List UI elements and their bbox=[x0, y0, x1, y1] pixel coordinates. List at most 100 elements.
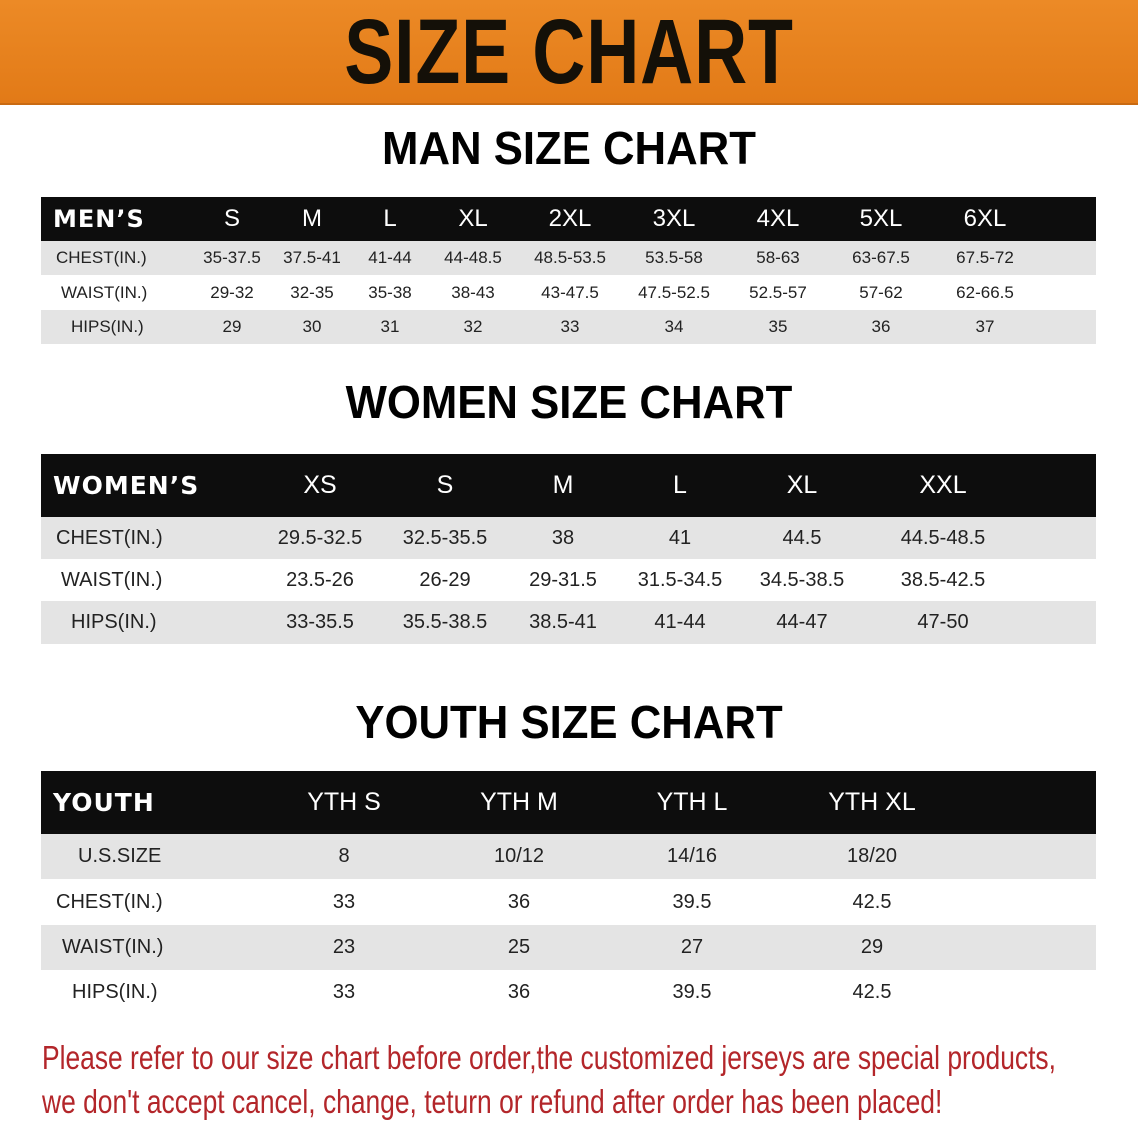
measurement-label: HIPS(IN.) bbox=[72, 981, 158, 1003]
size-header-cell: L bbox=[383, 205, 397, 232]
size-header-cell: 2XL bbox=[548, 205, 592, 232]
size-header-cell: 6XL bbox=[963, 205, 1007, 232]
measurement-label: HIPS(IN.) bbox=[71, 611, 157, 633]
size-header-cell: 5XL bbox=[859, 205, 903, 232]
measurement-label: WAIST(IN.) bbox=[62, 936, 164, 958]
table-cell: 35-38 bbox=[368, 282, 412, 302]
table-cell: 37 bbox=[975, 317, 995, 336]
table-cell: 33 bbox=[560, 317, 580, 336]
table-cell: 33 bbox=[332, 890, 356, 913]
size-header-cell: S bbox=[436, 471, 454, 499]
table-row: WAIST(IN.) 29-32 32-35 35-38 38-43 43-47.5 47.… bbox=[41, 275, 1096, 310]
size-header-cell: XXL bbox=[919, 471, 967, 499]
measurement-label: CHEST(IN.) bbox=[56, 526, 163, 549]
table-cell: 42.5 bbox=[852, 890, 892, 913]
table-cell: 43-47.5 bbox=[541, 282, 599, 302]
table-cell: 41 bbox=[668, 526, 692, 549]
size-header-cell: YTH XL bbox=[828, 788, 916, 816]
table-cell: 36 bbox=[507, 890, 531, 913]
table-cell: 29 bbox=[860, 936, 884, 958]
measurement-label: CHEST(IN.) bbox=[56, 890, 163, 913]
table-cell: 41-44 bbox=[368, 248, 412, 267]
table-cell: 38.5-41 bbox=[529, 611, 597, 633]
men-header-row: MEN’S S M L XL 2XL 3XL 4XL 5XL 6XL bbox=[41, 197, 1096, 241]
youth-size-table: YOUTH YTH S YTH M YTH L YTH XL U.S.SIZE 8 10/12… bbox=[41, 771, 1096, 1015]
size-header-cell: M bbox=[302, 205, 322, 232]
notice-line-2: we don't accept cancel, change, teturn o… bbox=[42, 1083, 943, 1120]
table-cell: 31 bbox=[380, 317, 400, 336]
size-header-cell: XL bbox=[786, 471, 818, 499]
women-section-title: WOMEN SIZE CHART bbox=[345, 376, 793, 428]
size-header-cell: M bbox=[552, 471, 574, 499]
table-cell: 36 bbox=[507, 981, 531, 1003]
table-cell: 39.5 bbox=[672, 981, 712, 1003]
table-cell: 47.5-52.5 bbox=[638, 282, 710, 302]
table-cell: 67.5-72 bbox=[956, 248, 1014, 267]
measurement-label: CHEST(IN.) bbox=[56, 248, 147, 267]
table-cell: 62-66.5 bbox=[956, 282, 1014, 302]
table-cell: 25 bbox=[507, 936, 531, 958]
table-cell: 63-67.5 bbox=[852, 248, 910, 267]
table-row: HIPS(IN.) 29 30 31 32 33 34 35 36 37 bbox=[41, 310, 1096, 344]
table-row: CHEST(IN.) 33 36 39.5 42.5 bbox=[41, 879, 1096, 925]
women-header-row: WOMEN’S XS S M L XL XXL bbox=[41, 454, 1096, 517]
table-row: U.S.SIZE 8 10/12 14/16 18/20 bbox=[41, 834, 1096, 879]
youth-header-row: YOUTH YTH S YTH M YTH L YTH XL bbox=[41, 771, 1096, 834]
men-size-table: MEN’S S M L XL 2XL 3XL 4XL 5XL 6XL CHEST(IN.) 35-37… bbox=[41, 197, 1096, 344]
table-cell: 44-48.5 bbox=[444, 248, 502, 267]
table-cell: 33-35.5 bbox=[286, 611, 354, 633]
table-cell: 53.5-58 bbox=[645, 248, 703, 267]
table-cell: 35 bbox=[768, 317, 788, 336]
table-title-cell: WOMEN’S bbox=[53, 471, 200, 500]
measurement-label: U.S.SIZE bbox=[78, 845, 162, 867]
measurement-label: WAIST(IN.) bbox=[61, 282, 148, 302]
table-cell: 32 bbox=[463, 317, 483, 336]
table-cell: 10/12 bbox=[493, 845, 545, 867]
table-cell: 35-37.5 bbox=[203, 248, 261, 267]
table-cell: 47-50 bbox=[917, 611, 969, 633]
table-cell: 23 bbox=[332, 936, 356, 958]
table-title-cell: YOUTH bbox=[53, 788, 155, 817]
table-row: WAIST(IN.) 23.5-26 26-29 29-31.5 31.5-34.5 34… bbox=[41, 559, 1096, 601]
size-header-cell: XL bbox=[458, 205, 488, 232]
table-row: CHEST(IN.) 35-37.5 37.5-41 41-44 44-48.5 48.5… bbox=[41, 241, 1096, 275]
table-cell: 29.5-32.5 bbox=[277, 526, 363, 549]
table-cell: 35.5-38.5 bbox=[402, 611, 488, 633]
table-cell: 29 bbox=[222, 317, 242, 336]
table-cell: 48.5-53.5 bbox=[534, 248, 606, 267]
table-row: HIPS(IN.) 33 36 39.5 42.5 bbox=[41, 970, 1096, 1015]
table-cell: 44.5 bbox=[782, 526, 822, 549]
size-header-cell: YTH S bbox=[307, 788, 381, 816]
table-cell: 44.5-48.5 bbox=[900, 526, 986, 549]
youth-section-title: YOUTH SIZE CHART bbox=[355, 696, 783, 748]
size-header-cell: YTH L bbox=[656, 788, 728, 816]
table-cell: 42.5 bbox=[852, 981, 892, 1003]
size-header-cell: 3XL bbox=[652, 205, 696, 232]
table-cell: 8 bbox=[338, 845, 350, 867]
table-cell: 57-62 bbox=[859, 282, 903, 302]
table-cell: 14/16 bbox=[666, 845, 718, 867]
table-cell: 23.5-26 bbox=[286, 568, 354, 591]
table-cell: 37.5-41 bbox=[283, 248, 341, 267]
table-cell: 38.5-42.5 bbox=[900, 568, 986, 591]
table-cell: 39.5 bbox=[672, 890, 712, 913]
measurement-label: HIPS(IN.) bbox=[71, 317, 144, 336]
size-header-cell: S bbox=[223, 205, 241, 232]
table-cell: 36 bbox=[871, 317, 891, 336]
table-cell: 34.5-38.5 bbox=[759, 568, 845, 591]
size-header-cell: L bbox=[673, 471, 687, 499]
table-row: CHEST(IN.) 29.5-32.5 32.5-35.5 38 41 44.5 44.5… bbox=[41, 517, 1096, 559]
table-cell: 44-47 bbox=[776, 611, 828, 633]
size-header-cell: YTH M bbox=[480, 788, 558, 816]
table-cell: 38 bbox=[551, 526, 575, 549]
size-header-cell: 4XL bbox=[756, 205, 800, 232]
table-cell: 29-32 bbox=[210, 282, 254, 302]
table-cell: 31.5-34.5 bbox=[637, 568, 723, 591]
table-title-cell: MEN’S bbox=[53, 205, 145, 233]
men-section-title: MAN SIZE CHART bbox=[382, 122, 756, 174]
table-cell: 38-43 bbox=[451, 282, 495, 302]
table-cell: 41-44 bbox=[654, 611, 706, 633]
banner: SIZE CHART bbox=[0, 0, 1138, 105]
table-cell: 33 bbox=[332, 981, 356, 1003]
table-cell: 18/20 bbox=[846, 845, 898, 867]
